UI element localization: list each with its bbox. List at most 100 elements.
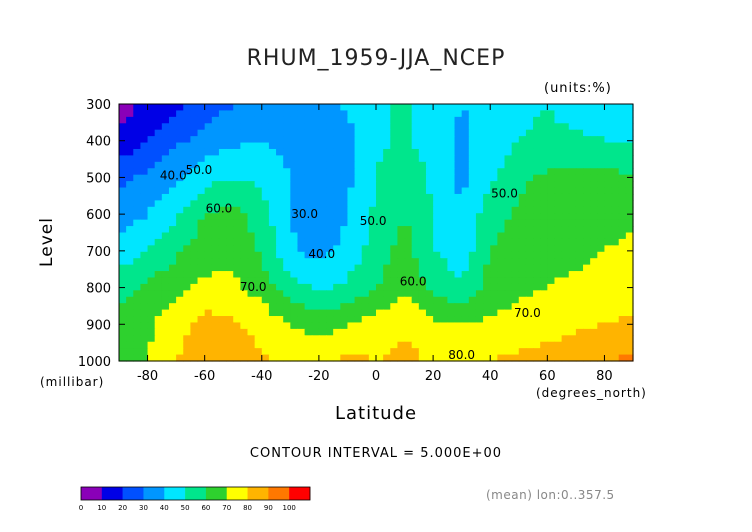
contour-cell <box>454 181 463 189</box>
contour-cell <box>147 193 156 201</box>
contour-cell <box>197 110 206 118</box>
contour-cell <box>504 174 513 182</box>
contour-cell <box>147 251 156 259</box>
contour-cell <box>604 155 613 163</box>
contour-cell <box>554 161 563 169</box>
contour-cell <box>254 264 263 272</box>
contour-cell <box>318 341 327 349</box>
contour-cell <box>154 110 163 118</box>
contour-cell <box>597 181 606 189</box>
contour-cell <box>240 142 249 150</box>
contour-cell <box>533 161 541 169</box>
contour-cell <box>183 123 191 131</box>
contour-cell <box>397 129 406 137</box>
contour-cell <box>411 238 420 246</box>
contour-cell <box>283 226 291 234</box>
contour-cell <box>468 123 477 131</box>
contour-cell <box>397 296 406 304</box>
contour-cell <box>597 187 606 195</box>
contour-cell <box>475 264 484 272</box>
contour-cell <box>190 277 199 285</box>
contour-cell <box>475 283 484 291</box>
contour-cell <box>525 110 534 118</box>
contour-cell <box>504 316 513 324</box>
contour-cell <box>547 264 556 272</box>
contour-cell <box>590 309 598 317</box>
contour-cell <box>333 206 341 214</box>
contour-cell <box>625 161 634 169</box>
contour-cell <box>247 335 256 343</box>
contour-cell <box>283 187 291 195</box>
contour-cell <box>504 335 513 343</box>
contour-cell <box>604 296 613 304</box>
contour-cell <box>625 123 634 131</box>
contour-cell <box>240 283 249 291</box>
contour-cell <box>197 148 206 156</box>
contour-cell <box>254 155 263 163</box>
contour-cell <box>533 142 541 150</box>
contour-cell <box>561 271 570 279</box>
contour-cell <box>533 251 541 259</box>
contour-cell <box>147 271 156 279</box>
contour-cell <box>490 258 498 266</box>
contour-cell <box>119 155 127 163</box>
contour-cell <box>368 354 377 362</box>
contour-cell <box>347 258 356 266</box>
contour-cell <box>154 354 163 362</box>
contour-cell <box>261 213 270 221</box>
contour-cell <box>497 296 506 304</box>
contour-cell <box>133 264 142 272</box>
contour-cell <box>218 110 227 118</box>
contour-cell <box>568 283 577 291</box>
contour-cell <box>119 309 127 317</box>
contour-cell <box>440 309 448 317</box>
contour-cell <box>568 238 577 246</box>
contour-cell <box>625 296 634 304</box>
contour-cell <box>283 161 291 169</box>
contour-cell <box>497 155 506 163</box>
contour-cell <box>497 219 506 227</box>
contour-cell <box>326 123 334 131</box>
contour-cell <box>168 181 177 189</box>
contour-cell <box>361 148 370 156</box>
contour-cell <box>218 328 227 336</box>
contour-cell <box>554 187 563 195</box>
contour-cell <box>190 328 199 336</box>
contour-cell <box>361 258 370 266</box>
contour-cell <box>297 155 306 163</box>
contour-cell <box>254 213 263 221</box>
contour-cell <box>147 341 156 349</box>
contour-cell <box>254 309 263 317</box>
contour-cell <box>568 290 577 298</box>
contour-cell <box>240 168 249 176</box>
contour-cell <box>383 277 391 285</box>
colorbar: 0 10 20 30 40 50 60 70 80 90 100 <box>79 486 311 512</box>
contour-cell <box>347 148 356 156</box>
contour-cell <box>197 104 206 112</box>
contour-cell <box>197 341 206 349</box>
contour-cell <box>561 238 570 246</box>
contour-cell <box>397 277 406 285</box>
contour-cell <box>376 251 384 259</box>
contour-cell <box>376 290 384 298</box>
y-tick-label: 900 <box>86 318 111 333</box>
contour-cell <box>218 264 227 272</box>
contour-cell <box>611 277 620 285</box>
contour-cell <box>461 283 470 291</box>
contour-cell <box>318 136 327 144</box>
contour-cell <box>590 110 598 118</box>
contour-cell <box>547 123 556 131</box>
contour-cell <box>326 104 334 112</box>
contour-cell <box>176 181 184 189</box>
contour-cell <box>347 161 356 169</box>
contour-cell <box>397 123 406 131</box>
contour-cell <box>440 303 448 311</box>
contour-cell <box>575 309 584 317</box>
colorbar-label: 90 <box>264 504 273 512</box>
contour-cell <box>447 181 456 189</box>
contour-cell <box>354 251 363 259</box>
contour-cell <box>240 309 249 317</box>
contour-cell <box>604 238 613 246</box>
contour-cell <box>276 181 284 189</box>
contour-cell <box>418 110 427 118</box>
